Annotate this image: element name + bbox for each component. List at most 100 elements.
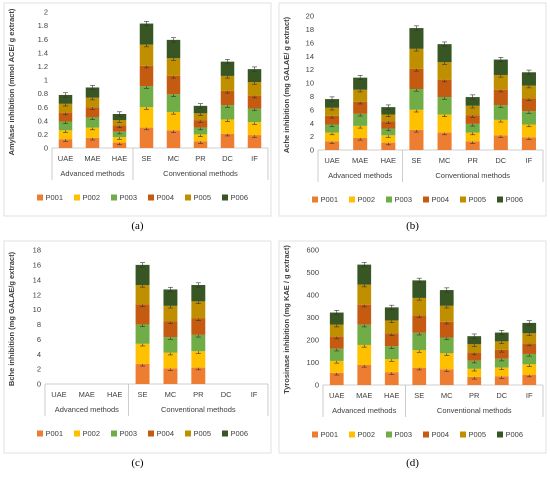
bar-segment-p004 xyxy=(384,333,399,347)
bar-segment-p001 xyxy=(85,137,100,148)
legend-label: P001 xyxy=(321,430,339,439)
bar-segment-p006 xyxy=(112,114,127,121)
bar-segment-p005 xyxy=(329,324,344,337)
y-tick-label: 10 xyxy=(33,305,41,314)
legend-swatch xyxy=(148,194,154,201)
legend-swatch xyxy=(74,194,80,201)
bar-segment-p001 xyxy=(357,364,372,385)
bar-segment-p004 xyxy=(247,95,262,109)
bar-segment-p003 xyxy=(193,127,208,135)
bar-segment-p006 xyxy=(139,23,154,45)
bar-segment-p002 xyxy=(493,119,508,136)
bar-segment-p004 xyxy=(58,112,73,122)
y-axis-label: Bche inhibition (mg GALAE/g extract) xyxy=(7,251,16,386)
x-tick-label: IF xyxy=(251,154,258,163)
chart-panel: 0 0.2 0.4 0.6 0.8 1 1.2 1.4 1.6 1.8 2 Amylase inhib… xyxy=(3,2,272,232)
bar-segment-p004 xyxy=(135,304,150,325)
bar-segment-p004 xyxy=(139,65,154,87)
x-tick-label: HAE xyxy=(381,156,396,165)
x-tick-label: MC xyxy=(165,390,177,399)
bar-segment-p003 xyxy=(357,324,372,345)
y-tick-label: 6 xyxy=(310,105,314,114)
y-tick-label: 0 xyxy=(310,146,314,155)
x-tick-label: UAE xyxy=(51,390,66,399)
bar-segment-p002 xyxy=(384,359,399,373)
bar-segment-p006 xyxy=(191,284,206,302)
x-tick-label: DC xyxy=(221,390,232,399)
panel-border xyxy=(3,2,272,217)
y-tick-label: 2 xyxy=(310,132,314,141)
legend-swatch xyxy=(74,430,80,437)
x-tick-label: PR xyxy=(469,391,480,400)
legend-label: P002 xyxy=(83,193,101,202)
x-tick-label: IF xyxy=(251,390,258,399)
y-tick-label: 0.2 xyxy=(38,130,48,139)
y-tick-label: 1.2 xyxy=(38,62,48,71)
bar-segment-p003 xyxy=(247,108,262,123)
y-tick-label: 16 xyxy=(306,38,314,47)
legend-swatch xyxy=(349,196,355,203)
panel-caption: (c) xyxy=(131,457,144,469)
bar-segment-p002 xyxy=(163,352,178,369)
bar-segment-p004 xyxy=(522,343,537,354)
x-tick-label: SE xyxy=(411,156,421,165)
legend-label: P004 xyxy=(157,193,175,202)
bar-segment-p001 xyxy=(522,374,537,385)
y-tick-label: 20 xyxy=(306,12,314,21)
x-tick-label: UAE xyxy=(324,156,339,165)
legend-label: P003 xyxy=(120,429,138,438)
bar-segment-p006 xyxy=(412,280,427,298)
bar-segment-p006 xyxy=(247,69,262,83)
bar-segment-p002 xyxy=(166,111,181,131)
bar-segment-p006 xyxy=(329,312,344,325)
bar-segment-p005 xyxy=(353,89,368,102)
bar-segment-p001 xyxy=(139,127,154,148)
bar-segment-p004 xyxy=(325,115,340,125)
bar-segment-p004 xyxy=(163,321,178,338)
bar-segment-p006 xyxy=(437,44,452,63)
legend-label: P004 xyxy=(157,429,175,438)
bar-segment-p004 xyxy=(465,115,480,124)
legend-label: P006 xyxy=(231,193,249,202)
legend-swatch xyxy=(312,431,318,438)
y-tick-label: 200 xyxy=(306,336,319,345)
y-axis-label: Amylase inhibition (mmol ACE/ g extract) xyxy=(7,8,16,155)
y-tick-label: 12 xyxy=(33,290,41,299)
bar-segment-p006 xyxy=(163,289,178,306)
y-tick-label: 10 xyxy=(306,79,314,88)
bar-segment-p005 xyxy=(467,344,482,353)
bar-segment-p003 xyxy=(493,105,508,120)
bar-segment-p003 xyxy=(353,113,368,126)
bar-segment-p006 xyxy=(325,99,340,108)
bar-segment-p004 xyxy=(521,98,536,112)
bar-segment-p004 xyxy=(437,79,452,98)
bar-segment-p006 xyxy=(381,107,396,115)
legend-swatch xyxy=(497,431,503,438)
bar-segment-p005 xyxy=(384,320,399,334)
x-tick-label: MC xyxy=(439,156,451,165)
bar-segment-p001 xyxy=(384,372,399,385)
bar-segment-p006 xyxy=(353,77,368,90)
legend-label: P003 xyxy=(395,430,413,439)
legend-swatch xyxy=(111,194,117,201)
bar-segment-p001 xyxy=(58,139,73,148)
x-tick-label: HAE xyxy=(384,391,399,400)
bar-segment-p003 xyxy=(412,332,427,351)
bar-segment-p002 xyxy=(135,343,150,364)
bar-segment-p002 xyxy=(437,114,452,133)
bar-segment-p005 xyxy=(522,333,537,344)
y-tick-label: 600 xyxy=(306,246,319,255)
bar-segment-p005 xyxy=(439,305,454,322)
y-tick-label: 2 xyxy=(37,365,41,374)
legend-swatch xyxy=(185,194,191,201)
legend-label: P001 xyxy=(46,429,64,438)
bar-segment-p006 xyxy=(166,39,181,59)
x-tick-label: UAE xyxy=(58,154,73,163)
y-tick-label: 8 xyxy=(37,320,41,329)
bar-segment-p005 xyxy=(521,85,536,99)
bar-segment-p005 xyxy=(437,62,452,80)
bar-segment-p006 xyxy=(135,264,150,285)
bar-segment-p006 xyxy=(58,94,73,104)
